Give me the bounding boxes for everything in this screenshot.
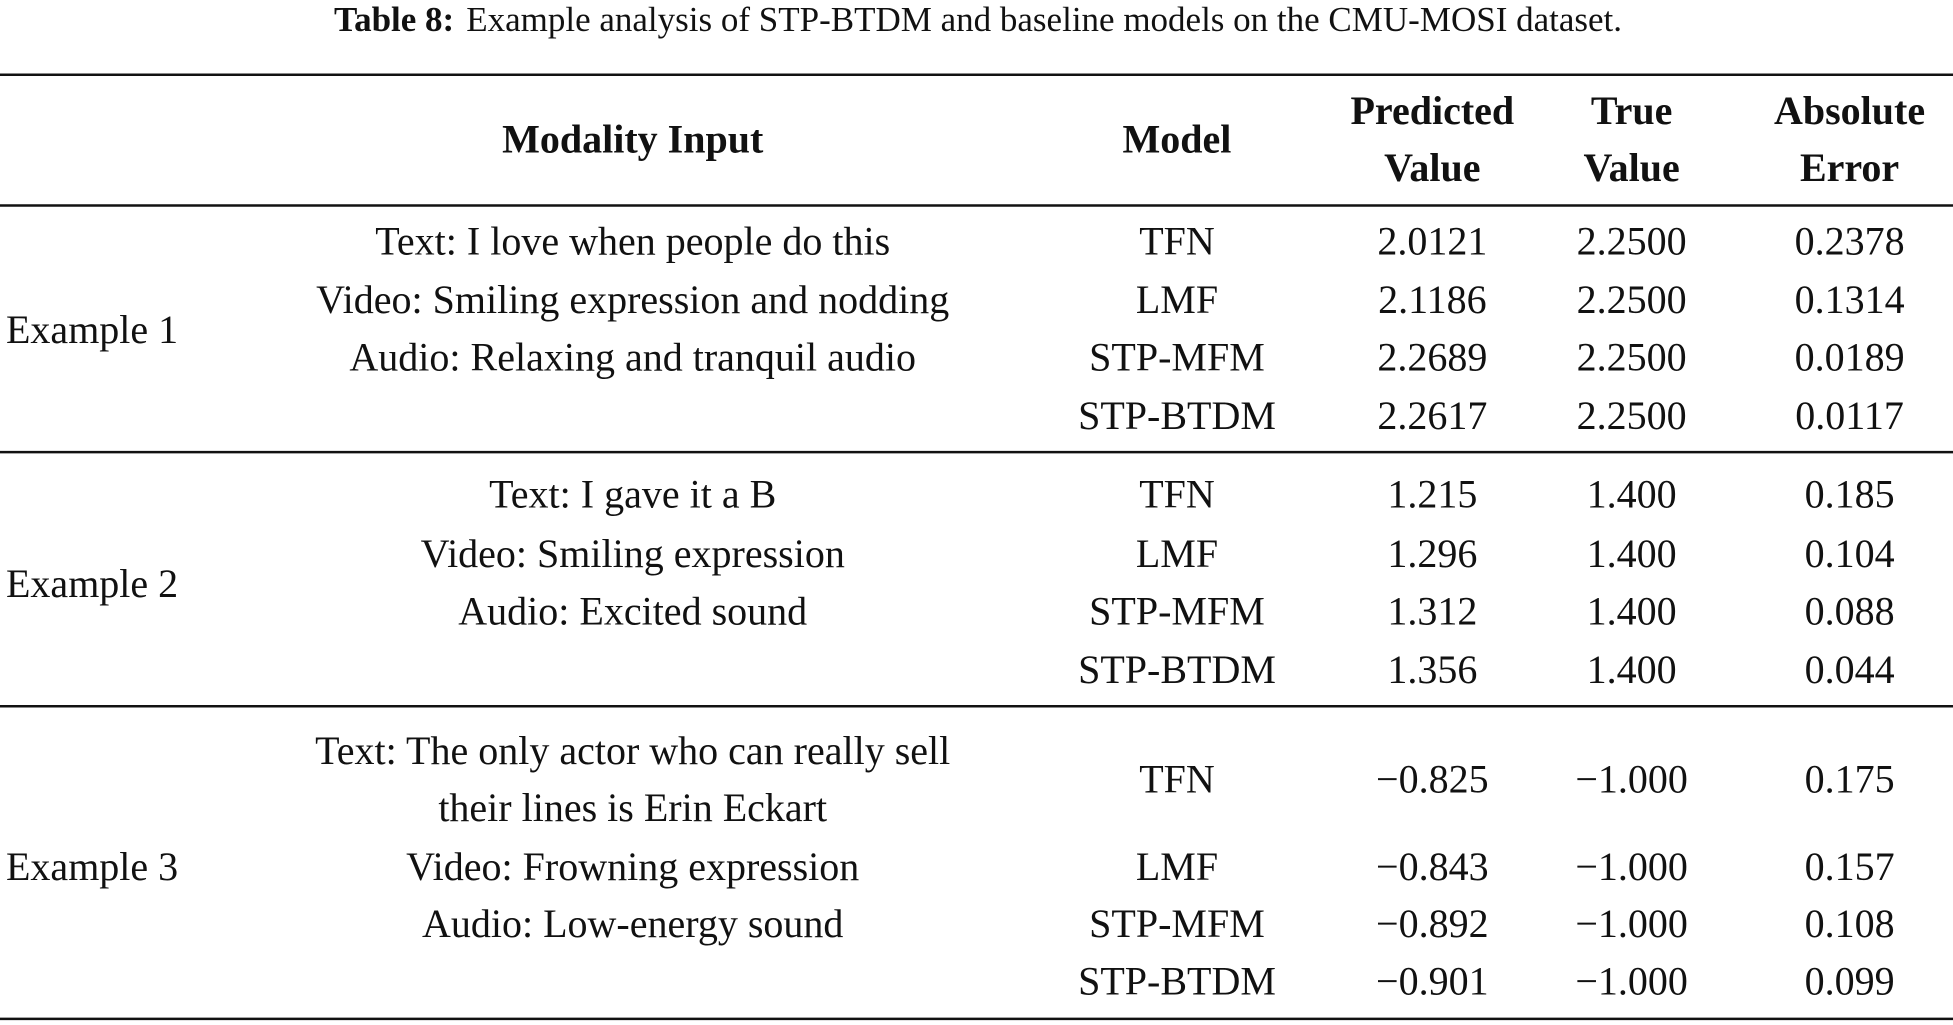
value-cell: −0.901 [1376, 958, 1489, 1003]
modality-input: Video: Frowning expression [406, 844, 859, 889]
caption: Table 8: Example analysis of STP-BTDM and… [334, 0, 1622, 39]
modality-input: Audio: Relaxing and tranquil audio [349, 334, 916, 379]
model-name: STP-BTDM [1078, 647, 1276, 692]
model-name: LMF [1136, 277, 1218, 322]
value-cell: −1.000 [1575, 757, 1688, 802]
value-cell: −1.000 [1575, 958, 1688, 1003]
modality-input: Text: I gave it a B [489, 471, 776, 516]
value-cell: 1.296 [1387, 531, 1477, 576]
value-cell: 0.104 [1805, 531, 1895, 576]
value-cell: 1.400 [1587, 531, 1677, 576]
value-cell: 2.2689 [1377, 334, 1487, 379]
value-cell: 0.108 [1805, 901, 1895, 946]
model-name: TFN [1139, 471, 1215, 516]
value-cell: 2.2500 [1577, 277, 1687, 322]
header-cell: Value [1583, 145, 1679, 190]
header-cell: Value [1384, 145, 1480, 190]
header-cell: Predicted [1350, 88, 1514, 133]
value-cell: 0.185 [1805, 471, 1895, 516]
modality-input: Text: I love when people do this [375, 219, 890, 264]
value-cell: 0.0189 [1795, 334, 1905, 379]
value-cell: 0.088 [1805, 588, 1895, 633]
value-cell: −0.825 [1376, 757, 1489, 802]
header-cell: Absolute [1774, 88, 1925, 133]
value-cell: 1.400 [1587, 647, 1677, 692]
model-name: LMF [1136, 844, 1218, 889]
modality-input: Video: Smiling expression [421, 531, 845, 576]
value-cell: −0.892 [1376, 901, 1489, 946]
value-cell: 0.0117 [1795, 393, 1904, 438]
value-cell: 1.215 [1387, 471, 1477, 516]
model-name: STP-BTDM [1078, 958, 1276, 1003]
value-cell: 1.356 [1387, 647, 1477, 692]
modality-input: their lines is Erin Eckart [438, 785, 827, 830]
value-cell: 2.2500 [1577, 334, 1687, 379]
modality-input: Video: Smiling expression and nodding [316, 277, 949, 322]
header-cell: Modality Input [502, 116, 764, 161]
group-label: Example 1 [6, 307, 178, 352]
model-name: LMF [1136, 531, 1218, 576]
model-name: STP-MFM [1089, 334, 1265, 379]
header-cell: True [1591, 88, 1672, 133]
model-name: TFN [1139, 757, 1215, 802]
value-cell: 0.1314 [1795, 277, 1905, 322]
caption-text: Example analysis of STP-BTDM and baselin… [466, 0, 1622, 39]
group-label: Example 3 [6, 844, 178, 889]
value-cell: 2.0121 [1377, 219, 1487, 264]
value-cell: −0.843 [1376, 844, 1489, 889]
value-cell: 0.044 [1805, 647, 1895, 692]
value-cell: −1.000 [1575, 901, 1688, 946]
modality-input: Audio: Excited sound [458, 588, 807, 633]
model-name: STP-MFM [1089, 901, 1265, 946]
value-cell: 1.312 [1387, 588, 1477, 633]
value-cell: 0.099 [1805, 958, 1895, 1003]
value-cell: 2.2500 [1577, 219, 1687, 264]
group-label: Example 2 [6, 561, 178, 606]
value-cell: 0.2378 [1795, 219, 1905, 264]
value-cell: 1.400 [1587, 471, 1677, 516]
modality-input: Text: The only actor who can really sell [315, 728, 950, 773]
header-cell: Error [1800, 145, 1899, 190]
model-name: STP-BTDM [1078, 393, 1276, 438]
value-cell: 0.157 [1805, 844, 1895, 889]
value-cell: 2.2500 [1577, 393, 1687, 438]
header-cell: Model [1123, 116, 1232, 161]
value-cell: −1.000 [1575, 844, 1688, 889]
value-cell: 1.400 [1587, 588, 1677, 633]
value-cell: 2.1186 [1378, 277, 1487, 322]
value-cell: 2.2617 [1377, 393, 1487, 438]
caption-label: Table 8: [334, 0, 454, 39]
modality-input: Audio: Low-energy sound [422, 901, 843, 946]
model-name: TFN [1139, 219, 1215, 264]
model-name: STP-MFM [1089, 588, 1265, 633]
value-cell: 0.175 [1805, 757, 1895, 802]
